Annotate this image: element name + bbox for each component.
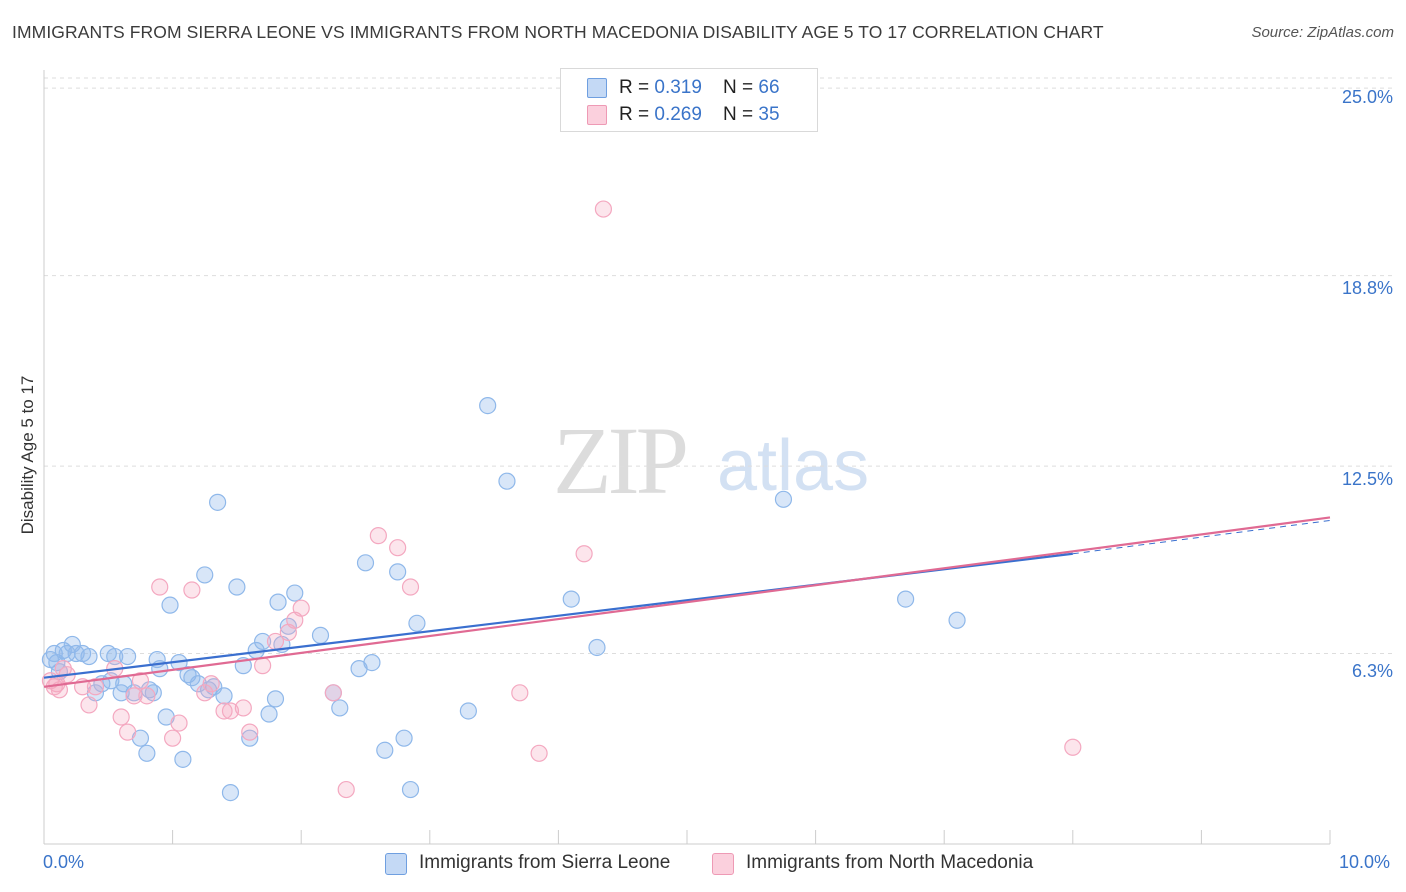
- point-series1-33: [389, 539, 407, 557]
- point-series0-44: [266, 690, 285, 708]
- y-tick-label-6-3: 6.3%: [1351, 661, 1393, 681]
- point-series1-36: [530, 744, 548, 762]
- point-series0-58: [401, 780, 420, 799]
- point-series1-24: [241, 723, 259, 741]
- point-series1-21: [215, 702, 233, 720]
- point-series0-66: [897, 590, 915, 608]
- y-tick-label-12-5: 12.5%: [1341, 469, 1393, 489]
- point-series0-36: [215, 687, 233, 705]
- point-series0-42: [254, 632, 272, 651]
- point-series0-67: [948, 611, 966, 629]
- point-series0-28: [174, 750, 192, 768]
- legend-label: Immigrants from North Macedonia: [746, 852, 1034, 873]
- point-series0-35: [209, 493, 227, 511]
- point-series1-25: [254, 657, 272, 675]
- point-series0-54: [363, 653, 381, 672]
- point-series1-16: [164, 729, 182, 747]
- point-series1-39: [1064, 738, 1082, 756]
- stats-legend: R = 0.319 N = 66 R = 0.269 N = 35: [560, 68, 818, 132]
- legend-swatch-pink: [587, 105, 607, 125]
- point-series0-65: [774, 490, 793, 508]
- point-series0-57: [395, 729, 413, 747]
- point-series0-37: [221, 784, 240, 802]
- point-series1-35: [511, 684, 529, 702]
- point-series0-43: [260, 705, 278, 723]
- r-value: 0.269: [654, 104, 702, 125]
- point-series1-32: [369, 527, 387, 545]
- point-series1-34: [401, 578, 420, 596]
- x-tick-label-max: 10.0%: [1339, 852, 1391, 872]
- point-series0-14: [106, 647, 124, 666]
- point-series1-13: [131, 672, 150, 690]
- n-label: N =: [723, 104, 759, 125]
- point-series1-11: [118, 723, 137, 741]
- n-value: 66: [758, 77, 780, 98]
- point-series1-29: [292, 599, 310, 617]
- point-series0-62: [498, 472, 516, 490]
- watermark-zip: ZIP: [553, 407, 689, 514]
- point-series1-23: [234, 699, 252, 717]
- point-series0-32: [196, 566, 214, 584]
- point-series1-15: [151, 578, 169, 596]
- y-axis-label: Disability Age 5 to 17: [18, 375, 37, 535]
- y-tick-label-18-8: 18.8%: [1341, 278, 1393, 298]
- r-value: 0.319: [654, 77, 702, 98]
- n-label: N =: [723, 77, 759, 98]
- point-series1-8: [86, 678, 105, 696]
- point-series0-63: [562, 590, 580, 608]
- n-value: 35: [758, 104, 780, 125]
- legend-label: Immigrants from Sierra Leone: [419, 852, 671, 873]
- point-series1-14: [138, 687, 156, 705]
- point-series0-26: [161, 596, 179, 614]
- point-series1-31: [337, 780, 355, 799]
- point-series1-22: [221, 702, 240, 720]
- legend-swatch-blue: [385, 853, 407, 875]
- point-series1-17: [170, 714, 188, 732]
- point-series1-30: [324, 684, 342, 702]
- point-series1-18: [183, 581, 201, 599]
- point-series0-53: [356, 554, 375, 572]
- point-series1-20: [202, 675, 220, 693]
- legend-swatch-blue: [587, 78, 607, 98]
- point-series0-47: [279, 617, 297, 635]
- point-series0-17: [118, 647, 137, 666]
- trend-line-series1: [43, 516, 1331, 688]
- point-series0-48: [286, 584, 304, 602]
- point-series0-20: [138, 744, 156, 762]
- point-series0-40: [241, 729, 259, 747]
- r-label: R =: [619, 104, 655, 125]
- r-label: R =: [619, 77, 655, 98]
- point-series1-19: [196, 684, 214, 702]
- point-series0-38: [228, 578, 246, 596]
- point-series1-7: [80, 696, 98, 714]
- point-series0-49: [311, 626, 330, 644]
- point-series0-9: [80, 647, 98, 666]
- chart-title: IMMIGRANTS FROM SIERRA LEONE VS IMMIGRAN…: [12, 22, 1104, 42]
- source-credit: Source: ZipAtlas.com: [1251, 24, 1394, 41]
- point-series0-56: [389, 563, 407, 581]
- point-series1-10: [112, 708, 130, 726]
- point-series1-12: [125, 687, 143, 705]
- point-series0-61: [479, 397, 497, 415]
- point-series0-64: [588, 638, 606, 657]
- y-tick-label-25: 25.0%: [1341, 87, 1393, 107]
- point-series0-60: [459, 702, 477, 720]
- legend-swatch-pink: [712, 853, 734, 875]
- x-tick-label-min: 0.0%: [43, 852, 85, 872]
- point-series0-7: [67, 644, 85, 663]
- point-series0-45: [269, 593, 287, 611]
- trend-line-dashed-series0: [1072, 519, 1331, 555]
- point-series1-37: [575, 545, 593, 563]
- point-series0-51: [331, 699, 349, 717]
- point-series0-55: [376, 741, 394, 759]
- point-series0-30: [183, 669, 201, 687]
- point-series1-38: [594, 200, 613, 218]
- point-series0-59: [408, 614, 426, 632]
